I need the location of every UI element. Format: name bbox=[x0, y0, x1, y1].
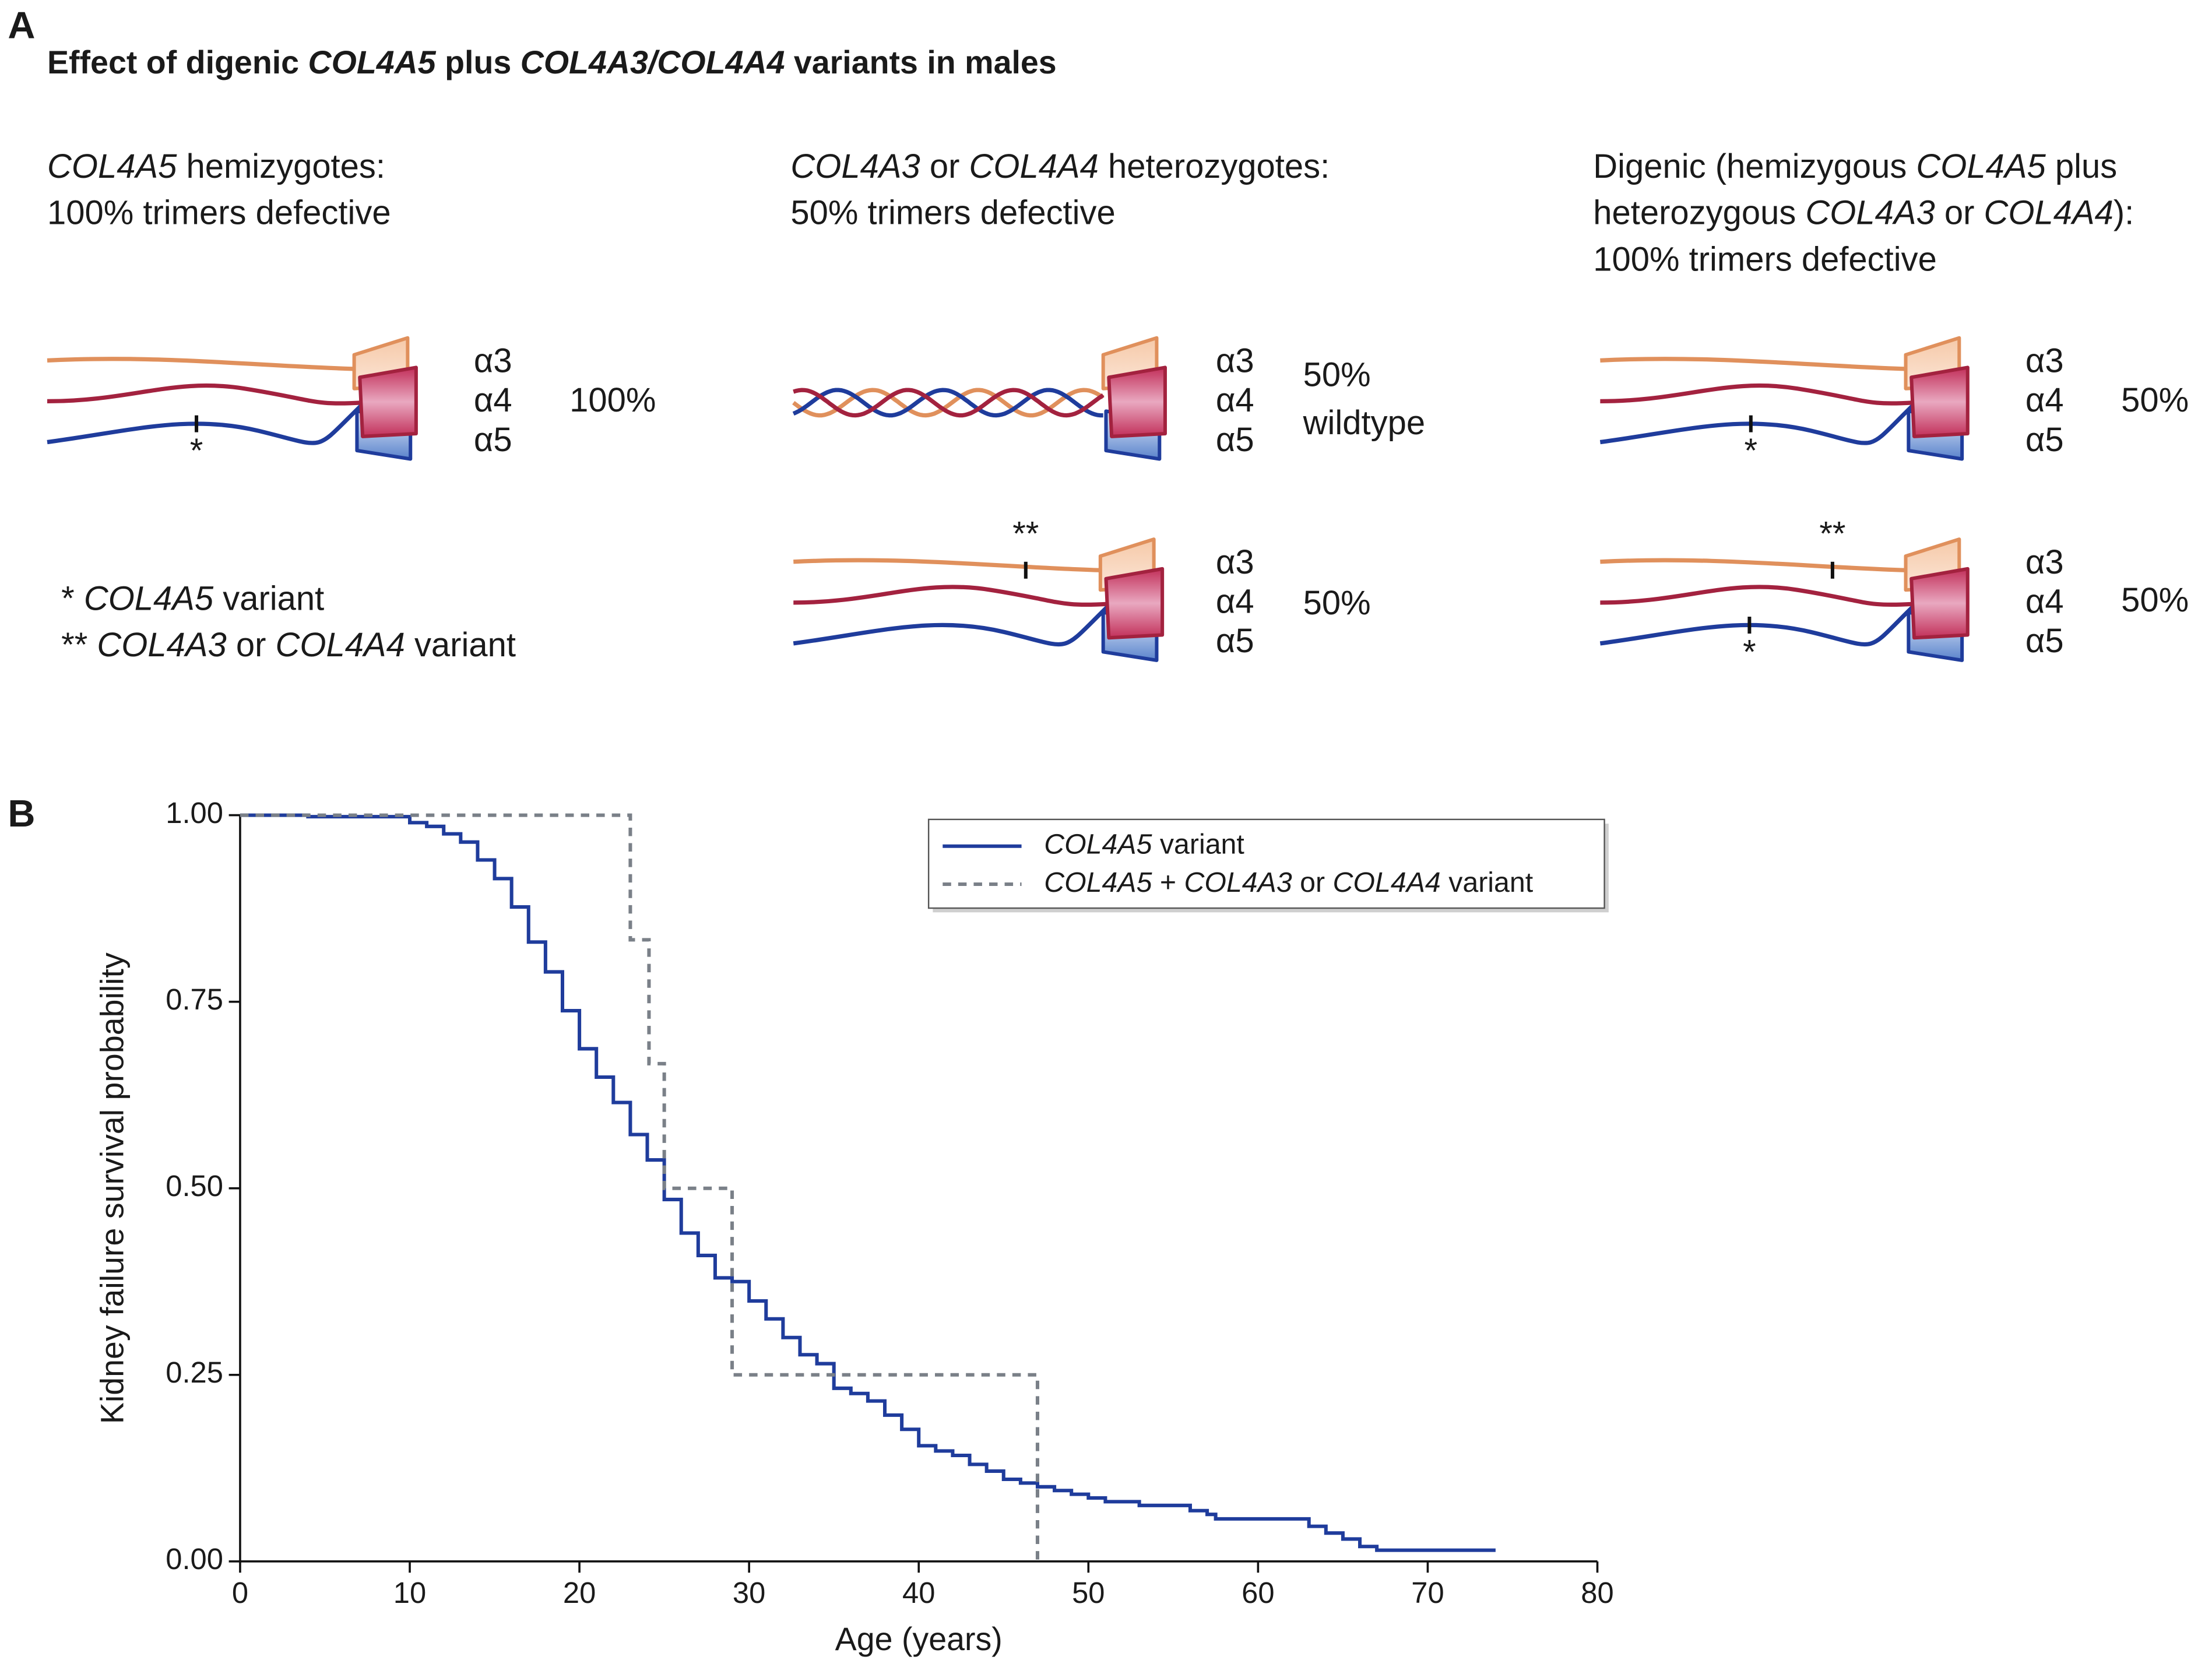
head-a4 bbox=[1909, 567, 1970, 640]
y-tick-label: 1.00 bbox=[166, 796, 223, 829]
x-tick-label: 20 bbox=[563, 1576, 596, 1609]
head-a4 bbox=[1909, 365, 1970, 438]
footnote: ** COL4A3 or COL4A4 variant bbox=[61, 627, 516, 664]
chain-label: α4 bbox=[1216, 583, 1254, 621]
x-axis-label: Age (years) bbox=[835, 1621, 1003, 1657]
chain bbox=[1600, 383, 1913, 406]
chain bbox=[47, 357, 354, 371]
panel-label: B bbox=[8, 792, 35, 835]
chain bbox=[1600, 357, 1906, 371]
chain bbox=[793, 388, 1105, 418]
trimer-share: 50% bbox=[2121, 582, 2189, 619]
column-heading: heterozygous COL4A3 or COL4A4): bbox=[1593, 195, 2134, 232]
x-tick-label: 50 bbox=[1072, 1576, 1105, 1609]
chain bbox=[792, 388, 1105, 418]
chain bbox=[792, 388, 1103, 418]
chain-label: α5 bbox=[1216, 421, 1254, 459]
chain-label: α3 bbox=[1216, 544, 1254, 581]
trimer-share: 50% bbox=[2121, 382, 2189, 419]
head-a4 bbox=[1107, 365, 1167, 438]
x-tick-label: 30 bbox=[733, 1576, 765, 1609]
trimer-share: 50% bbox=[1303, 585, 1371, 622]
chain bbox=[1600, 585, 1913, 607]
variant-mark: * bbox=[1743, 634, 1756, 671]
chain-label: α4 bbox=[1216, 382, 1254, 419]
survival-curve bbox=[240, 813, 1496, 1552]
footnote: * COL4A5 variant bbox=[61, 581, 324, 618]
legend bbox=[927, 818, 1605, 909]
chain-label: α4 bbox=[2025, 382, 2064, 419]
head-a4 bbox=[358, 365, 418, 438]
chain bbox=[47, 404, 363, 445]
chain bbox=[1599, 605, 1915, 647]
variant-mark: ** bbox=[1012, 516, 1039, 553]
chain-label: α3 bbox=[2025, 343, 2064, 380]
column-heading: 100% trimers defective bbox=[1593, 241, 1937, 279]
x-tick-label: 80 bbox=[1581, 1576, 1613, 1609]
variant-mark: ** bbox=[1819, 516, 1845, 553]
chain-label: α5 bbox=[2025, 623, 2064, 660]
column-heading: COL4A3 or COL4A4 heterozygotes: bbox=[790, 148, 1330, 185]
x-tick-label: 0 bbox=[232, 1576, 248, 1609]
y-tick-label: 0.00 bbox=[166, 1542, 223, 1575]
panel-label: A bbox=[8, 4, 35, 47]
chain-label: α4 bbox=[2025, 583, 2064, 621]
legend-label: COL4A5 + COL4A3 or COL4A4 variant bbox=[1044, 867, 1534, 898]
x-tick-label: 60 bbox=[1242, 1576, 1274, 1609]
chain bbox=[793, 605, 1109, 647]
chain-label: α3 bbox=[1216, 343, 1254, 380]
y-tick-label: 0.50 bbox=[166, 1169, 223, 1202]
chain-label: α5 bbox=[2025, 421, 2064, 459]
legend-label: COL4A5 variant bbox=[1044, 829, 1244, 860]
chain bbox=[793, 558, 1100, 572]
chain bbox=[1600, 558, 1906, 572]
y-axis-label: Kidney failure survival probability bbox=[94, 952, 131, 1424]
x-tick-label: 70 bbox=[1411, 1576, 1444, 1609]
y-tick-label: 0.75 bbox=[166, 983, 223, 1016]
trimer-share: 100% bbox=[569, 382, 656, 419]
chain bbox=[1599, 404, 1915, 445]
column-heading: 50% trimers defective bbox=[790, 195, 1115, 232]
survival-curve bbox=[240, 813, 1040, 1562]
trimer-share: wildtype bbox=[1303, 405, 1425, 442]
x-tick-label: 10 bbox=[393, 1576, 426, 1609]
chain-label: α3 bbox=[474, 343, 512, 380]
column-heading: COL4A5 hemizygotes: bbox=[47, 148, 385, 185]
chain-label: α5 bbox=[1216, 623, 1254, 660]
variant-mark: * bbox=[190, 432, 203, 470]
trimer-share: 50% bbox=[1303, 357, 1371, 394]
chain bbox=[47, 383, 361, 406]
column-heading: Digenic (hemizygous COL4A5 plus bbox=[1593, 148, 2117, 185]
variant-mark: * bbox=[1745, 432, 1758, 470]
panel-title: Effect of digenic COL4A5 plus COL4A3/COL… bbox=[47, 44, 1057, 80]
x-tick-label: 40 bbox=[902, 1576, 935, 1609]
chain-label: α3 bbox=[2025, 544, 2064, 581]
chain-label: α5 bbox=[474, 421, 512, 459]
y-tick-label: 0.25 bbox=[166, 1356, 223, 1389]
column-heading: 100% trimers defective bbox=[47, 195, 391, 232]
head-a4 bbox=[1104, 567, 1165, 640]
chain-label: α4 bbox=[474, 382, 512, 419]
chain bbox=[793, 585, 1108, 607]
